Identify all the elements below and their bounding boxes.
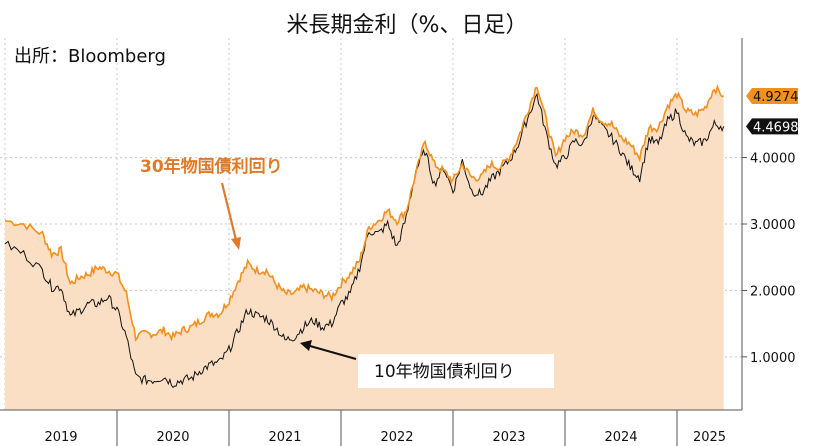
x-tick-label: 2024 xyxy=(604,430,637,445)
annotation-10y-arrow xyxy=(309,345,357,360)
annotation-30y-arrow xyxy=(220,182,238,241)
last-value-10y: 4.4698 xyxy=(753,120,799,135)
last-value-30y: 4.9274 xyxy=(753,90,799,105)
chart-title: 米長期金利（%、日足） xyxy=(287,13,528,38)
x-tick-label: 2019 xyxy=(44,430,77,445)
x-tick-label: 2021 xyxy=(268,430,301,445)
y-tick-label: 1.0000 xyxy=(750,351,796,366)
x-tick-label: 2020 xyxy=(156,430,189,445)
x-tick-label: 2023 xyxy=(492,430,525,445)
y-tick-label: 2.0000 xyxy=(750,284,796,299)
y-tick-label: 4.0000 xyxy=(750,152,796,167)
annotation-10y-arrowhead xyxy=(300,340,312,351)
series-line-10y xyxy=(4,92,725,389)
x-tick-label: 2022 xyxy=(380,430,413,445)
annotation-10y: 10年物国債利回り xyxy=(374,362,515,382)
annotation-30y-arrowhead xyxy=(231,237,241,250)
last-value-tag-10y: 4.4698 xyxy=(746,118,799,135)
y-tick-label: 3.0000 xyxy=(750,218,796,233)
x-axis-labels: 2019 2020 2021 2022 2023 2024 2025 xyxy=(44,410,726,446)
series-line-30y xyxy=(4,84,725,342)
annotation-10y-box xyxy=(358,354,554,388)
x-tick-label: 2025 xyxy=(693,430,726,445)
annotation-30y: 30年物国債利回り xyxy=(140,156,283,177)
y-axis-ticks: 1.0000 2.0000 3.0000 4.0000 xyxy=(742,152,796,366)
last-value-tag-30y: 4.9274 xyxy=(746,87,799,105)
source-label: 出所：Bloomberg xyxy=(14,46,166,67)
